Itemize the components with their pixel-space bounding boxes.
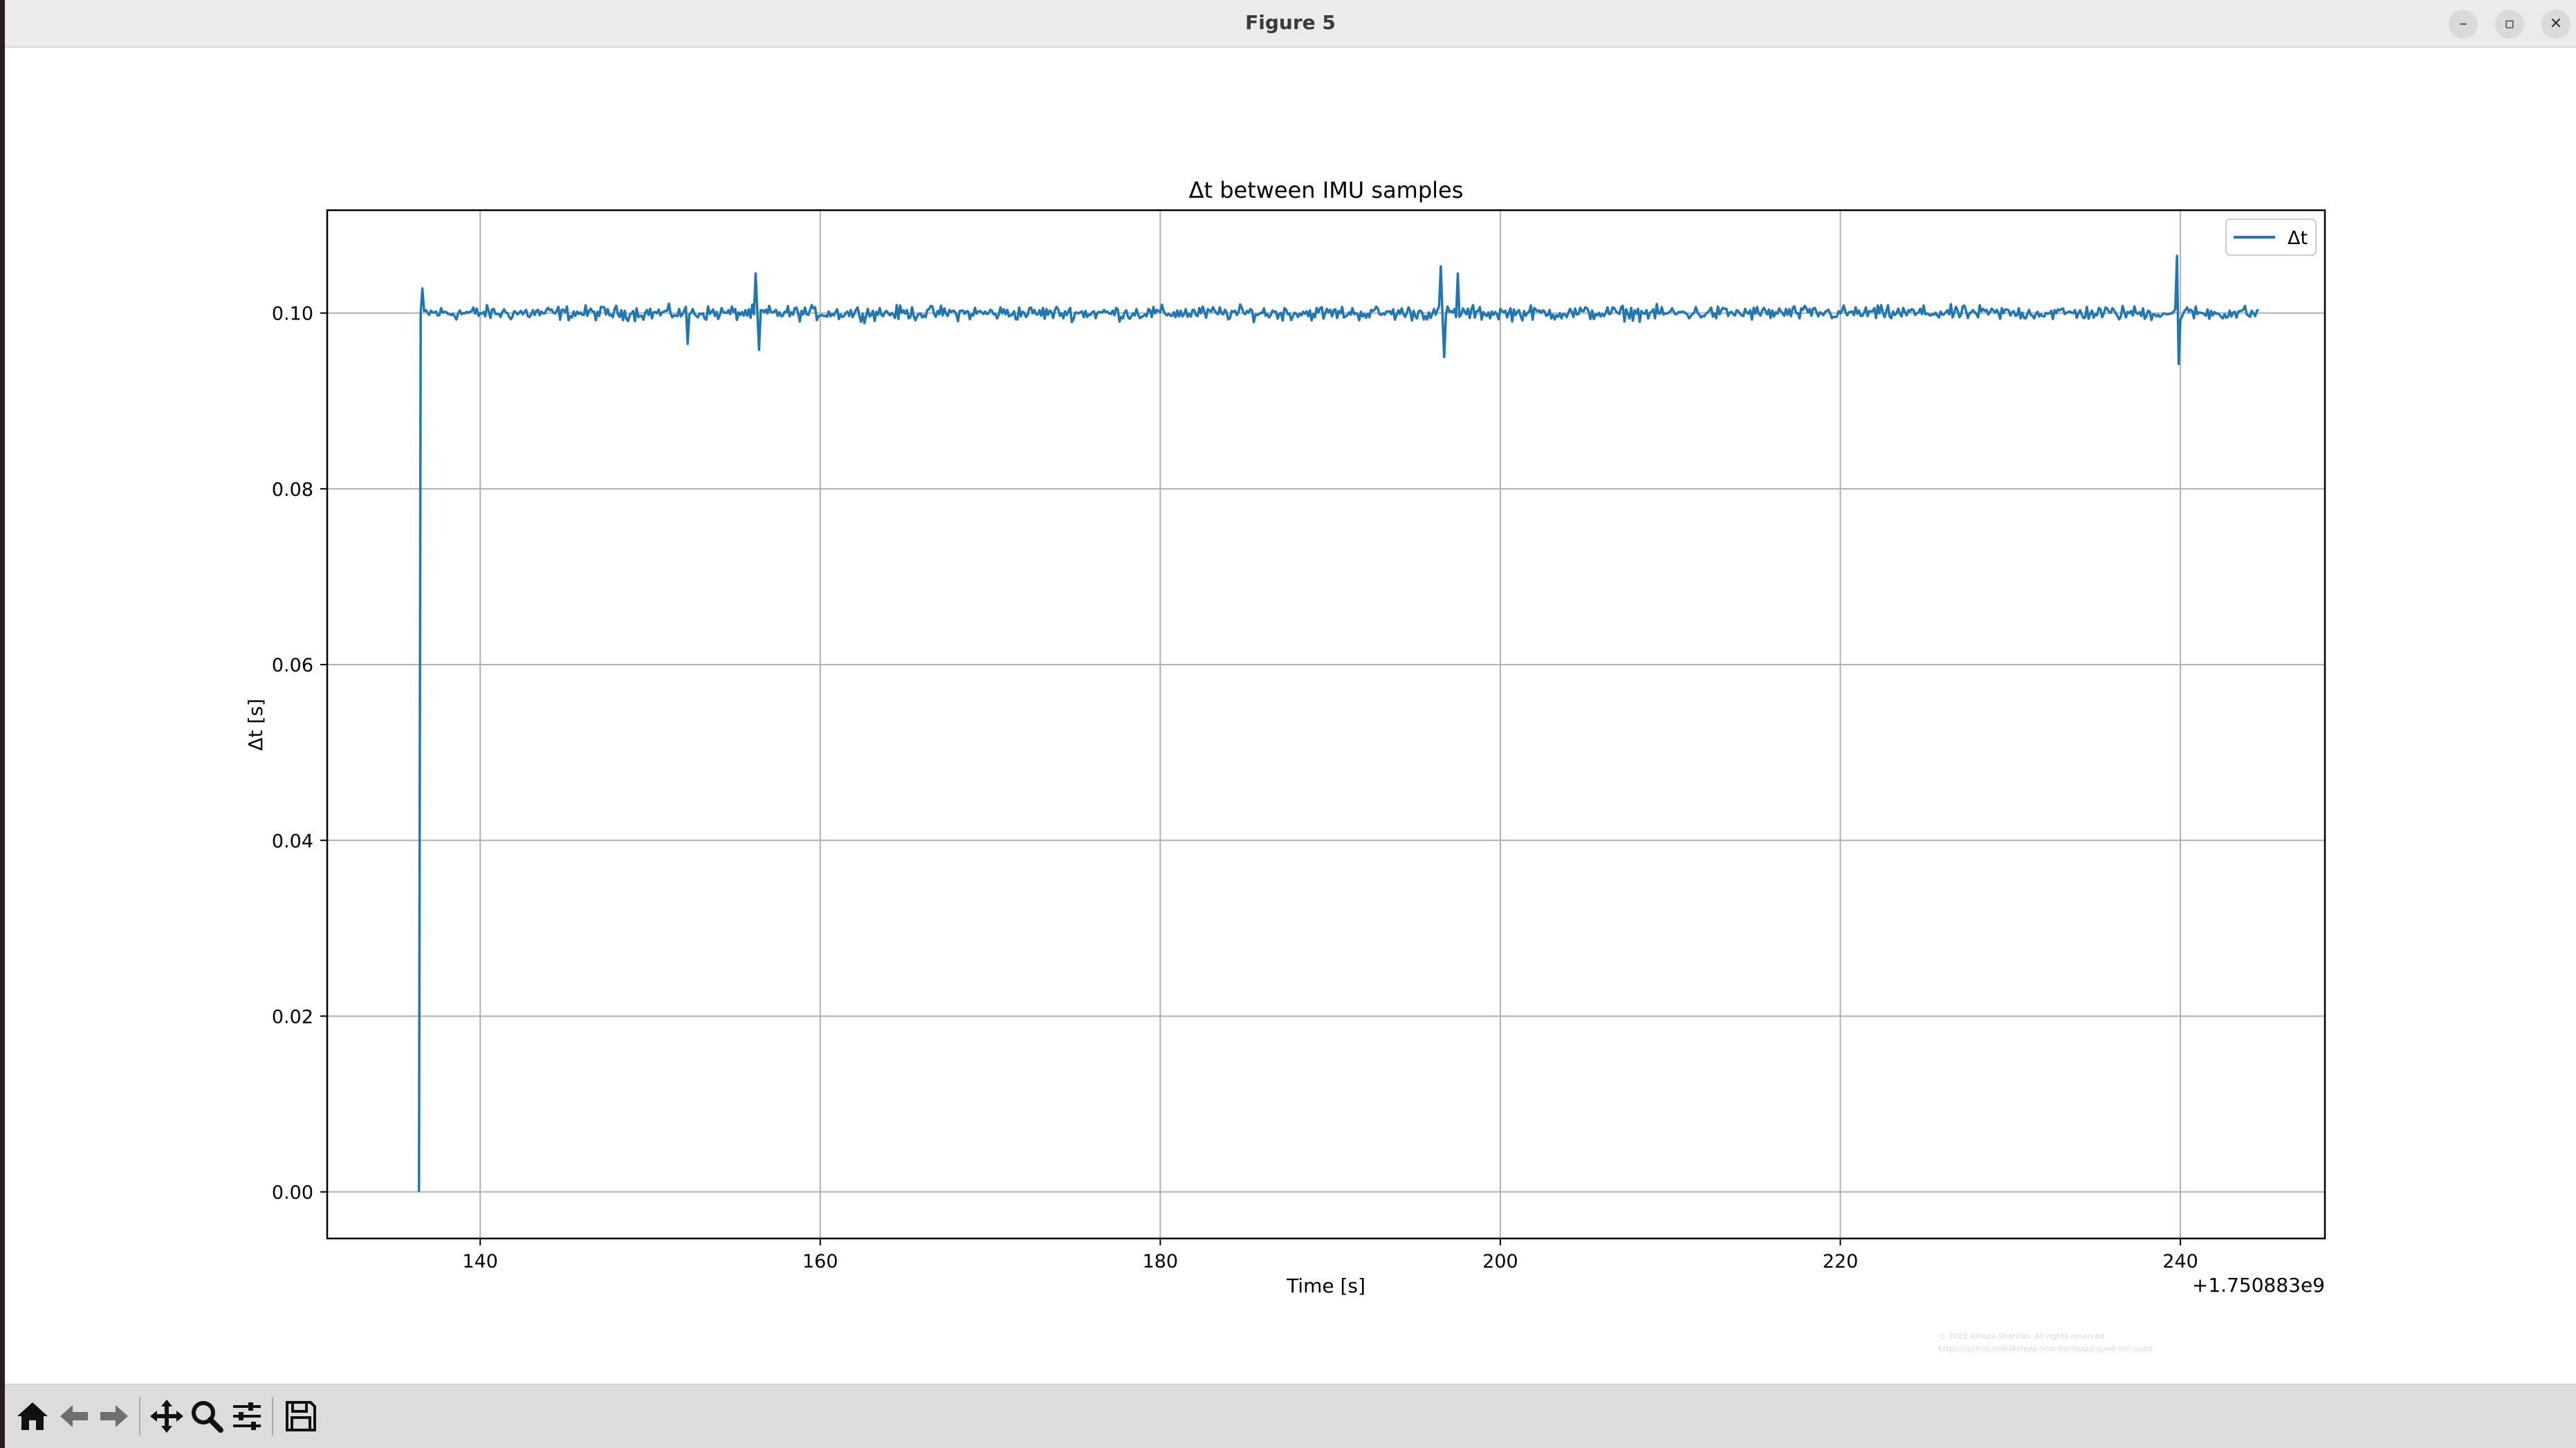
zoom-magnifier-icon xyxy=(192,1401,223,1433)
save-floppy-icon xyxy=(286,1401,316,1431)
x-tick-label: 200 xyxy=(1482,1251,1518,1272)
back-button[interactable] xyxy=(56,1398,92,1434)
figure-canvas[interactable]: 140 160 180 200 220 240 0.00 0.02 0.04 0.06 0.08 0.… xyxy=(5,48,2576,1384)
ticks: 140 160 180 200 220 240 0.00 0.02 0.04 0.06 0.08 0.… xyxy=(272,304,2198,1272)
x-axis-offset-label: +1.750883e9 xyxy=(2192,1274,2325,1297)
pan-move-icon xyxy=(150,1400,183,1433)
maximize-button[interactable]: ▫ xyxy=(2495,10,2524,39)
line-chart: 140 160 180 200 220 240 0.00 0.02 0.04 0.06 0.08 0.… xyxy=(244,177,2326,1297)
figure-window: Figure 5 – ▫ ✕ 140 160 180 200 220 240 0.00 0.0… xyxy=(5,0,2576,1448)
y-tick-label: 0.06 xyxy=(272,655,313,676)
x-tick-label: 180 xyxy=(1143,1251,1179,1272)
navigation-toolbar xyxy=(5,1384,2576,1448)
close-button[interactable]: ✕ xyxy=(2541,10,2570,39)
forward-arrow-icon xyxy=(100,1405,128,1427)
configure-subplots-button[interactable] xyxy=(229,1398,265,1434)
x-tick-label: 140 xyxy=(462,1251,498,1272)
back-arrow-icon xyxy=(60,1405,88,1427)
home-icon xyxy=(17,1402,48,1430)
plot-frame xyxy=(326,209,2326,1240)
legend-entry-label: Δt xyxy=(2288,228,2308,249)
series-line-dt xyxy=(417,254,2260,1192)
series-layer xyxy=(417,254,2260,1192)
save-button[interactable] xyxy=(283,1398,319,1434)
legend: Δt xyxy=(2225,219,2317,256)
title-bar[interactable]: Figure 5 – ▫ ✕ xyxy=(5,0,2576,48)
y-tick-label: 0.08 xyxy=(272,479,313,501)
y-axis-label: Δt [s] xyxy=(244,698,267,750)
toolbar-separator xyxy=(272,1397,273,1436)
configure-subplots-icon xyxy=(233,1402,261,1430)
toolbar-separator xyxy=(139,1397,140,1436)
y-tick-label: 0.00 xyxy=(272,1182,313,1204)
home-button[interactable] xyxy=(15,1398,50,1434)
y-tick-label: 0.02 xyxy=(272,1006,313,1028)
forward-button[interactable] xyxy=(96,1398,132,1434)
pan-button[interactable] xyxy=(149,1398,185,1434)
grid xyxy=(327,210,2325,1238)
window-title: Figure 5 xyxy=(1245,11,1336,34)
y-tick-label: 0.10 xyxy=(272,304,313,325)
watermark-url: https://github.com/Alireza-Sharifan/quad… xyxy=(1938,1344,2153,1353)
watermark-copyright: © 2025 Alireza Sharifan. All rights rese… xyxy=(1938,1332,2107,1341)
x-tick-label: 220 xyxy=(1823,1251,1859,1272)
minimize-button[interactable]: – xyxy=(2449,10,2478,39)
watermark: © 2025 Alireza Sharifan. All rights rese… xyxy=(1938,1330,2153,1355)
x-axis-label: Time [s] xyxy=(1286,1274,1365,1297)
chart-title: Δt between IMU samples xyxy=(1189,177,1464,203)
zoom-button[interactable] xyxy=(189,1398,225,1434)
y-tick-label: 0.04 xyxy=(272,830,313,852)
x-tick-label: 240 xyxy=(2162,1251,2198,1272)
x-tick-label: 160 xyxy=(802,1251,838,1272)
